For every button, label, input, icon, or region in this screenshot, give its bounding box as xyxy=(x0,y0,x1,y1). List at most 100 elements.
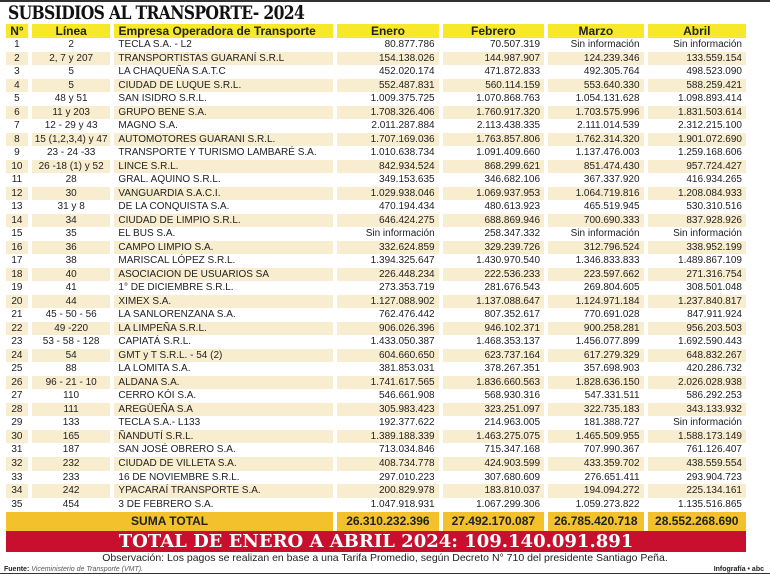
header-enero: Enero xyxy=(337,24,439,38)
row-company: YPACARAÍ TRANSPORTE S.A. xyxy=(114,484,334,498)
row-number: 19 xyxy=(11,282,23,294)
row-line: 110 xyxy=(63,390,80,402)
row-abril: Sin información xyxy=(673,228,742,240)
row-enero: 192.377.622 xyxy=(379,417,435,429)
row-line: 15 (1,2,3,4) y 47 xyxy=(31,132,111,147)
header-number: N° xyxy=(6,24,28,38)
row-enero: 842.934.524 xyxy=(337,159,439,174)
row-number: 26 xyxy=(6,375,28,390)
row-company: LA LIMPEÑA S.R.L. xyxy=(114,321,334,336)
header-company: Empresa Operadora de Transporte xyxy=(114,24,334,38)
table-row: 29 133 TECLA S.A.- L133 192.377.622 214.963.… xyxy=(6,416,746,430)
row-febrero: 1.067.299.306 xyxy=(476,498,541,510)
row-marzo: 367.337.920 xyxy=(583,174,640,186)
row-abril: 308.501.048 xyxy=(686,282,742,294)
sum-total-row: SUMA TOTAL 26.310.232.396 27.492.170.087… xyxy=(6,512,746,531)
row-marzo: 322.735.183 xyxy=(548,402,644,417)
row-line: 35 xyxy=(65,228,77,240)
row-number: 17 xyxy=(11,255,23,267)
row-number: 6 xyxy=(6,105,28,120)
top-rule xyxy=(0,0,770,2)
row-enero: 546.661.908 xyxy=(379,390,435,402)
row-marzo: 851.474.430 xyxy=(548,159,644,174)
table-row: 34 242 YPACARAÍ TRANSPORTE S.A. 200.829.978… xyxy=(6,484,746,498)
row-marzo: 1.456.077.899 xyxy=(575,336,640,348)
row-line: 34 xyxy=(31,213,111,228)
row-marzo: 181.388.727 xyxy=(583,417,640,429)
row-enero: 1.047.918.931 xyxy=(370,498,435,510)
row-number: 30 xyxy=(6,429,28,444)
row-marzo: 553.640.330 xyxy=(548,78,644,93)
row-marzo: 547.331.511 xyxy=(584,390,640,402)
header-febrero: Febrero xyxy=(442,24,545,38)
row-line: 30 xyxy=(31,186,111,201)
row-company: TECLA S.A. - L2 xyxy=(118,39,192,50)
row-marzo: 312.796.524 xyxy=(548,240,644,255)
row-marzo: 1.465.509.955 xyxy=(548,429,644,444)
row-enero: 200.829.978 xyxy=(337,484,439,498)
row-marzo: 1.703.575.996 xyxy=(548,105,644,120)
table-row: 16 36 CAMPO LIMPIO S.A. 332.624.859 329.239.… xyxy=(6,240,746,255)
row-febrero: 183.810.037 xyxy=(442,484,545,498)
table-row: 9 23 - 24 -33 TRANSPORTE Y TURISMO LAMBARÉ… xyxy=(6,146,746,160)
row-abril: 761.126.407 xyxy=(686,444,742,456)
row-company: LA CHAQUEÑA S.A.T.C xyxy=(118,66,226,78)
table-row: 14 34 CIUDAD DE LIMPIO S.R.L. 646.424.275 68… xyxy=(6,213,746,228)
sum-abril: 28.552.268.690 xyxy=(647,512,746,531)
row-line: 11 y 203 xyxy=(31,105,111,120)
table-row: 8 15 (1,2,3,4) y 47 AUTOMOTORES GUARANI S.… xyxy=(6,132,746,147)
row-enero: 646.424.275 xyxy=(337,213,439,228)
row-marzo: 707.990.367 xyxy=(583,444,640,456)
row-abril: Sin información xyxy=(673,39,742,50)
row-number: 5 xyxy=(14,93,20,105)
row-enero: 906.026.396 xyxy=(337,321,439,336)
row-febrero: 560.114.159 xyxy=(442,78,545,93)
row-company: LINCE S.R.L. xyxy=(114,159,334,174)
row-line: 2 xyxy=(68,39,74,50)
source-note: Fuente: Viceministerio de Transporte (VM… xyxy=(4,565,143,574)
row-company: XIMEX S.A. xyxy=(114,294,334,309)
row-company: ÑANDUTÍ S.R.L. xyxy=(114,429,334,444)
row-company: MARISCAL LÓPEZ S.R.L. xyxy=(118,255,236,267)
grand-total-banner: TOTAL DE ENERO A ABRIL 2024: 109.140.091… xyxy=(6,531,746,552)
row-enero: 762.476.442 xyxy=(379,309,435,321)
row-febrero: 222.536.233 xyxy=(442,267,545,282)
row-line: 88 xyxy=(65,363,77,375)
row-line: 133 xyxy=(62,417,80,429)
row-number: 8 xyxy=(6,132,28,147)
row-line: 242 xyxy=(31,484,111,498)
row-abril: 1.135.516.865 xyxy=(678,498,742,510)
source-value: Viceministerio de Transporte (VMT). xyxy=(31,566,144,573)
row-marzo: 433.359.702 xyxy=(548,456,644,471)
row-marzo: 1.054.131.628 xyxy=(575,93,640,105)
row-company: SAN JOSÉ OBRERO S.A. xyxy=(118,444,236,456)
row-company: TRANSPORTE Y TURISMO LAMBARÉ S.A. xyxy=(118,147,317,159)
row-abril: 293.904.723 xyxy=(686,471,742,483)
row-line: 48 y 51 xyxy=(54,93,88,105)
sum-febrero: 27.492.170.087 xyxy=(442,512,545,531)
row-company: AUTOMOTORES GUARANI S.R.L. xyxy=(114,132,334,147)
table-body: 1 2 TECLA S.A. - L2 80.877.786 70.507.319 Sin… xyxy=(6,38,746,511)
row-febrero: 715.347.168 xyxy=(484,444,541,456)
table-row: 19 41 1° DE DICIEMBRE S.R.L. 273.353.719 281… xyxy=(6,281,746,295)
row-number: 24 xyxy=(6,348,28,363)
row-enero: 604.660.650 xyxy=(337,348,439,363)
table-row: 15 35 EL BUS S.A. Sin información 258.347.33… xyxy=(6,227,746,241)
row-number: 2 xyxy=(6,51,28,66)
row-enero: 305.983.423 xyxy=(337,402,439,417)
table-row: 10 26 -18 (1) y 52 LINCE S.R.L. 842.934.524… xyxy=(6,159,746,174)
row-marzo: 465.519.945 xyxy=(583,201,640,213)
row-marzo: 1.137.476.003 xyxy=(575,147,640,159)
row-abril: 2.312.215.100 xyxy=(678,120,742,132)
table-row: 20 44 XIMEX S.A. 1.127.088.902 1.137.088.647… xyxy=(6,294,746,309)
row-marzo: Sin información xyxy=(570,39,640,50)
row-abril: 956.203.503 xyxy=(647,321,746,336)
row-febrero: 946.102.371 xyxy=(442,321,545,336)
row-abril: 343.133.932 xyxy=(647,402,746,417)
row-enero: 273.353.719 xyxy=(379,282,435,294)
row-line: 53 - 58 - 128 xyxy=(42,336,100,348)
row-febrero: 281.676.543 xyxy=(484,282,541,294)
row-company: CAPIATÁ S.R.L. xyxy=(118,336,192,348)
row-company: VANGUARDIA S.A.C.I. xyxy=(114,186,334,201)
row-enero: 1.433.050.387 xyxy=(370,336,435,348)
